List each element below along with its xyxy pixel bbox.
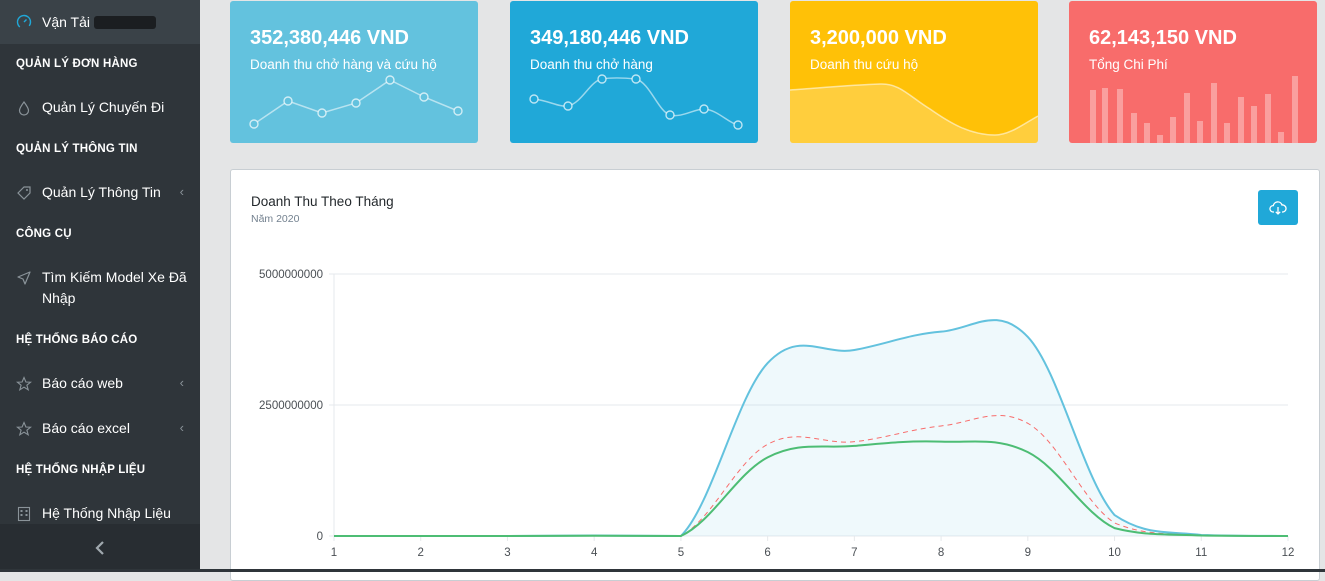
stat-card-freight-revenue: 349,180,446 VND Doanh thu chở hàng <box>510 1 758 143</box>
card-value: 349,180,446 VND <box>530 27 690 49</box>
drop-icon <box>18 100 30 116</box>
sidebar-item-label: Hệ Thống Nhập Liệu <box>42 505 171 521</box>
speedometer-icon <box>16 14 32 30</box>
x-tick-label: 1 <box>331 547 337 559</box>
sidebar-item-excel-report[interactable]: Báo cáo excel ‹ <box>0 420 200 439</box>
x-tick-label: 6 <box>764 547 770 559</box>
sidebar-item-web-report[interactable]: Báo cáo web ‹ <box>0 375 200 394</box>
x-tick-label: 3 <box>504 547 510 559</box>
y-tick-label: 5000000000 <box>259 269 323 281</box>
y-tick-label: 2500000000 <box>259 400 323 412</box>
nav-title-orders: QUẢN LÝ ĐƠN HÀNG <box>16 58 138 70</box>
nav-title-info: QUẢN LÝ THÔNG TIN <box>16 143 138 155</box>
card-value: 3,200,000 VND <box>810 27 947 49</box>
sidebar-brand[interactable]: Vận Tải <box>0 0 200 44</box>
sidebar-item-label: Báo cáo excel <box>42 420 130 436</box>
stat-card-total-cost: 62,143,150 VND Tổng Chi Phí <box>1069 1 1317 143</box>
x-tick-label: 9 <box>1025 547 1031 559</box>
panel-title: Doanh Thu Theo Tháng <box>251 194 394 209</box>
sidebar-item-trips[interactable]: Quản Lý Chuyến Đi <box>0 99 200 118</box>
stat-card-total-revenue: 352,380,446 VND Doanh thu chở hàng và cứ… <box>230 1 478 143</box>
sparkline-area-chart <box>790 83 1038 143</box>
series-line-2 <box>334 440 1289 538</box>
y-tick-label: 0 <box>317 531 323 543</box>
redacted-text <box>94 15 156 29</box>
sparkline-curve-chart <box>529 74 743 130</box>
chevron-left-icon: ‹ <box>179 184 184 199</box>
sidebar-item-info[interactable]: Quản Lý Thông Tin ‹ <box>0 184 200 203</box>
nav-title-reports: HỆ THỐNG BÁO CÁO <box>16 334 138 346</box>
chevron-left-icon: ‹ <box>179 375 184 390</box>
sidebar-item-label: Quản Lý Thông Tin <box>42 184 161 200</box>
tag-icon <box>17 186 31 200</box>
chevron-left-icon: ‹ <box>179 420 184 435</box>
x-tick-label: 12 <box>1282 547 1295 559</box>
sparkline-line-chart <box>249 75 463 129</box>
series-area-0 <box>334 320 1288 536</box>
x-tick-label: 8 <box>938 547 944 559</box>
cloud-download-icon <box>1269 200 1287 215</box>
card-value: 352,380,446 VND <box>250 27 410 49</box>
card-label: Doanh thu cứu hộ <box>810 57 919 72</box>
send-icon <box>17 271 31 285</box>
stat-card-rescue-revenue: 3,200,000 VND Doanh thu cứu hộ <box>790 1 1038 143</box>
brand-title: Vận Tải <box>42 14 90 30</box>
sidebar: Vận Tải QUẢN LÝ ĐƠN HÀNG Quản Lý Chuyến … <box>0 0 200 572</box>
card-value: 62,143,150 VND <box>1089 27 1237 49</box>
x-tick-label: 11 <box>1195 547 1207 559</box>
sidebar-item-label: Quản Lý Chuyến Đi <box>42 99 165 115</box>
star-icon <box>16 376 32 392</box>
bottom-strip <box>0 569 1325 572</box>
star-icon <box>16 421 32 437</box>
series-line-1 <box>334 415 1289 537</box>
chevron-left-icon <box>95 541 104 555</box>
x-tick-label: 2 <box>418 547 424 559</box>
nav-title-tools: CÔNG CỤ <box>16 228 72 240</box>
sidebar-item-label: Tìm Kiếm Model Xe Đã Nhập <box>42 269 187 306</box>
panel-subtitle: Năm 2020 <box>251 213 300 225</box>
sidebar-item-model-search[interactable]: Tìm Kiếm Model Xe Đã Nhập <box>0 269 200 309</box>
card-label: Tổng Chi Phí <box>1089 57 1168 72</box>
x-tick-label: 5 <box>678 547 684 559</box>
x-tick-label: 10 <box>1108 547 1121 559</box>
download-button[interactable] <box>1258 190 1298 225</box>
sidebar-minimizer[interactable] <box>0 524 200 572</box>
sidebar-item-label: Báo cáo web <box>42 375 123 391</box>
sidebar-item-data-entry[interactable]: Hệ Thống Nhập Liệu <box>0 505 200 524</box>
x-tick-label: 4 <box>591 547 598 559</box>
card-label: Doanh thu chở hàng và cứu hộ <box>250 57 437 72</box>
nav-title-data-entry: HỆ THỐNG NHẬP LIỆU <box>16 464 146 476</box>
card-label: Doanh thu chở hàng <box>530 57 653 72</box>
sparkline-bar-chart <box>1090 76 1298 143</box>
revenue-chart-panel: Doanh Thu Theo Tháng Năm 2020 0 250000000… <box>230 169 1320 581</box>
x-tick-label: 7 <box>851 547 857 559</box>
calculator-icon <box>17 506 31 522</box>
